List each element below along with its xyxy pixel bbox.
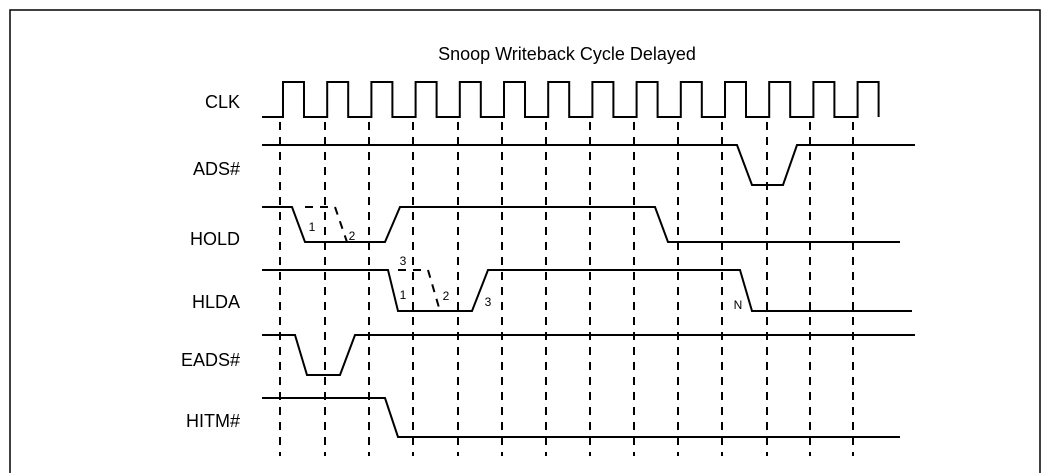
- alt-edge: [305, 206, 348, 243]
- signal-label: EADS#: [181, 350, 240, 370]
- signal-label: ADS#: [193, 159, 240, 179]
- frame: [9, 9, 1041, 473]
- signal-label: HITM#: [186, 411, 240, 431]
- edge-annotation: 3: [400, 254, 407, 268]
- signal-wave: [262, 397, 900, 438]
- signal-label: HLDA: [192, 292, 240, 312]
- edge-annotation: N: [734, 298, 743, 312]
- waveforms: CLK ADS# HOLD HLDA EADS# HITM# 1 2 3 1 2 3 N: [181, 81, 915, 456]
- signal-wave: [262, 144, 915, 186]
- alt-edge: [398, 269, 441, 312]
- edge-annotation: 3: [485, 295, 492, 309]
- signal-wave: [262, 334, 915, 376]
- clk-wave: [262, 81, 880, 118]
- signal-label: CLK: [205, 92, 240, 112]
- edge-annotation: 1: [400, 288, 407, 302]
- signal-label: HOLD: [190, 229, 240, 249]
- edge-annotation: 1: [309, 220, 316, 234]
- signal-wave: [262, 206, 900, 243]
- diagram-title: Snoop Writeback Cycle Delayed: [438, 44, 696, 64]
- edge-annotation: 2: [443, 289, 450, 303]
- edge-annotation: 2: [349, 229, 356, 243]
- signal-wave: [262, 269, 912, 312]
